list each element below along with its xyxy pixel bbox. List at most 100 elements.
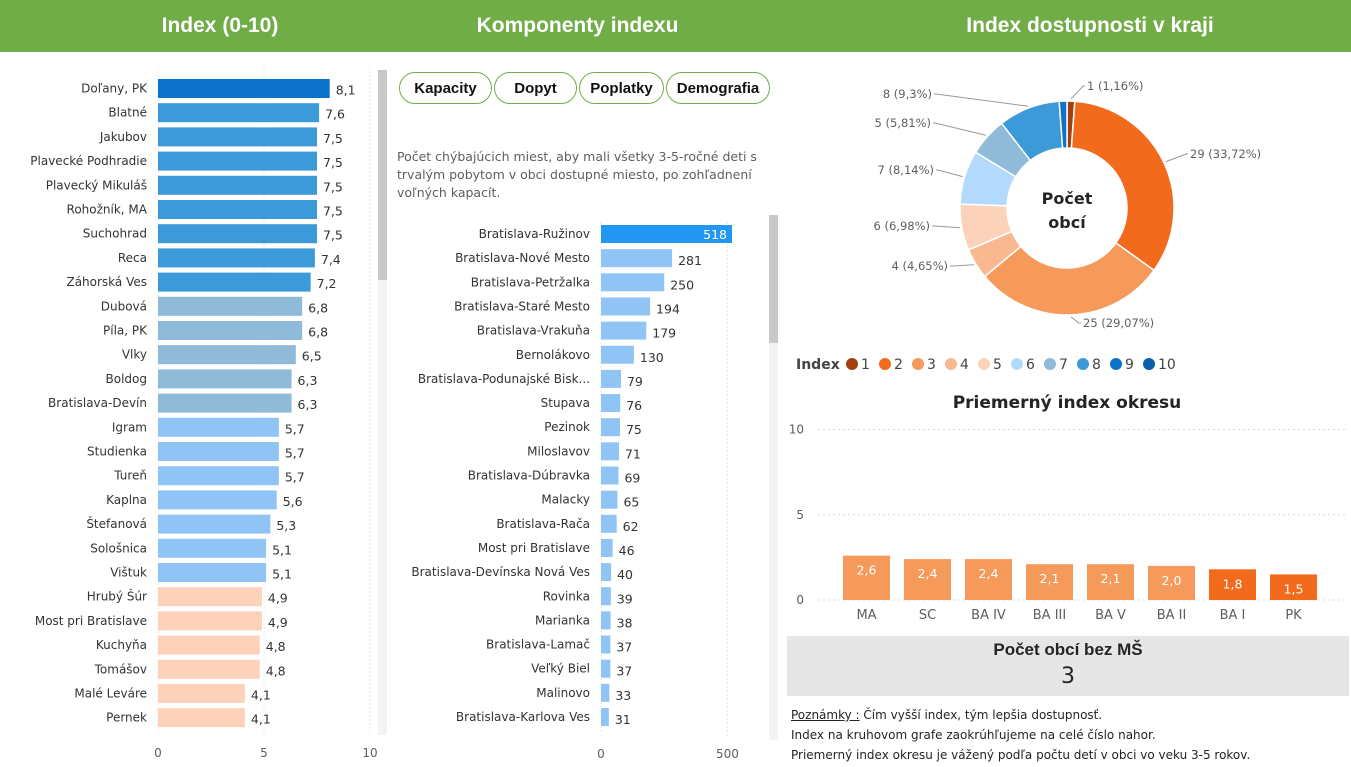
donut-slice <box>983 241 1156 316</box>
components-category-label: Bratislava-Podunajské Bisk... <box>418 372 590 386</box>
index-bar <box>158 466 279 486</box>
index-value-label: 4,8 <box>266 639 286 654</box>
components-category-label: Miloslavov <box>527 444 590 458</box>
district-value-label: 2,4 <box>979 566 999 581</box>
poplatky-button[interactable]: Poplatky <box>579 72 664 104</box>
index-category-label: Jakubov <box>99 130 147 144</box>
index-scrollbar[interactable] <box>378 70 387 735</box>
legend-marker <box>978 358 990 370</box>
district-y-tick: 5 <box>796 508 804 522</box>
components-value-label: 37 <box>616 640 632 655</box>
index-bar <box>158 635 260 655</box>
index-value-label: 6,3 <box>298 373 318 388</box>
index-category-label: Studienka <box>87 445 147 459</box>
index-bar-chart: 0 5 10 Doľany, PK 8,1 Blatné 7,6 Jakubov 7,5 Plav… <box>30 67 378 760</box>
components-bar <box>601 345 634 364</box>
legend-label: 10 <box>1158 357 1176 373</box>
index-bar <box>158 224 317 244</box>
index-value-label: 5,7 <box>285 446 305 461</box>
donut-data-label: 29 (33,72%) <box>1190 147 1261 161</box>
components-category-label: Bratislava-Nové Mesto <box>455 251 590 265</box>
components-scrollbar[interactable] <box>769 215 778 740</box>
components-category-label: Malacky <box>541 493 590 507</box>
components-bar <box>601 466 619 485</box>
components-category-label: Bratislava-Staré Mesto <box>454 299 590 313</box>
components-value-label: 250 <box>670 277 694 292</box>
district-bar-chart: Priemerný index okresu 0 5 10 2,6 MA 2,4 SC 2,4 B… <box>789 393 1346 623</box>
components-value-label: 518 <box>703 227 727 242</box>
components-value-label: 65 <box>623 495 639 510</box>
components-bar-chart: 0 500 Bratislava-Ružinov 518 Bratislava-Nové… <box>411 222 739 761</box>
index-bar <box>158 684 245 703</box>
donut-leader-line <box>950 264 974 267</box>
index-value-label: 6,3 <box>298 397 318 412</box>
demografia-button[interactable]: Demografia <box>666 72 770 104</box>
donut-data-label: 6 (6,98%) <box>874 219 930 233</box>
district-category-label: BA III <box>1033 608 1066 623</box>
district-bar <box>843 555 890 600</box>
components-category-label: Bratislava-Vrakuňa <box>477 324 590 338</box>
index-category-label: Pernek <box>106 711 147 725</box>
index-bar <box>158 563 267 582</box>
components-value-label: 33 <box>615 688 631 703</box>
index-category-label: Hrubý Šúr <box>87 589 147 604</box>
components-bar <box>601 249 673 268</box>
notes-line2: Index na kruhovom grafe zaokrúhľujeme na… <box>791 728 1156 742</box>
index-category-label: Most pri Bratislave <box>35 614 147 628</box>
components-value-label: 37 <box>616 664 632 679</box>
components-category-label: Most pri Bratislave <box>478 541 590 555</box>
donut-leader-line <box>936 169 963 178</box>
components-category-label: Bratislava-Rača <box>496 517 590 531</box>
index-category-label: Bratislava-Devín <box>48 396 147 410</box>
components-bar <box>601 418 620 437</box>
components-bar <box>601 708 609 726</box>
legend-marker <box>846 358 858 370</box>
components-value-label: 31 <box>615 712 631 727</box>
district-value-label: 2,4 <box>918 566 938 581</box>
components-bar <box>601 514 617 533</box>
components-bar <box>601 369 621 388</box>
component-description: Počet chýbajúcich miest, aby mali všetky… <box>397 149 757 200</box>
donut-data-label: 1 (1,16%) <box>1087 79 1143 93</box>
components-value-label: 46 <box>619 543 635 558</box>
index-bar <box>158 200 317 219</box>
index-bar <box>158 538 267 558</box>
donut-data-label: 5 (5,81%) <box>875 116 931 130</box>
index-bar <box>158 151 317 171</box>
kapacity-button[interactable]: Kapacity <box>399 72 492 104</box>
index-bar <box>158 103 320 123</box>
index-bar <box>158 272 311 292</box>
components-category-label: Bratislava-Dúbravka <box>468 469 590 483</box>
donut-leader-line <box>934 93 1029 107</box>
components-category-label: Bratislava-Petržalka <box>471 275 590 289</box>
components-value-label: 69 <box>624 471 640 486</box>
header-region: Index dostupnosti v kraji <box>966 14 1214 37</box>
components-scroll-thumb[interactable] <box>769 215 778 343</box>
index-value-label: 7,2 <box>317 276 337 291</box>
components-x-tick: 500 <box>716 747 739 761</box>
district-category-label: BA II <box>1157 608 1187 623</box>
components-category-label: Bratislava-Devínska Nová Ves <box>411 565 590 579</box>
index-value-label: 6,8 <box>308 325 328 340</box>
index-scroll-thumb[interactable] <box>378 70 387 280</box>
index-category-label: Rohožník, MA <box>67 203 148 217</box>
donut-leader-line <box>933 122 986 136</box>
legend-title: Index <box>796 357 840 373</box>
region-donut-chart: 1 (1,16%) 29 (33,72%) 25 (29,07%) 4 (4,65%)… <box>796 79 1261 373</box>
index-bar <box>158 490 277 510</box>
components-bar <box>601 538 613 557</box>
donut-slice <box>1058 100 1068 149</box>
legend-marker <box>1077 358 1089 370</box>
components-bar <box>601 297 651 316</box>
kpi-value: 3 <box>1061 664 1075 689</box>
index-bar <box>158 296 303 316</box>
index-value-label: 4,1 <box>251 688 271 703</box>
district-y-tick: 10 <box>789 423 804 437</box>
components-bar <box>601 225 732 243</box>
index-bar <box>158 659 260 679</box>
district-category-label: BA V <box>1095 608 1126 623</box>
district-value-label: 2,1 <box>1040 571 1060 586</box>
dopyt-button[interactable]: Dopyt <box>494 72 577 104</box>
donut-leader-line <box>1070 316 1081 324</box>
index-bar <box>158 611 262 631</box>
